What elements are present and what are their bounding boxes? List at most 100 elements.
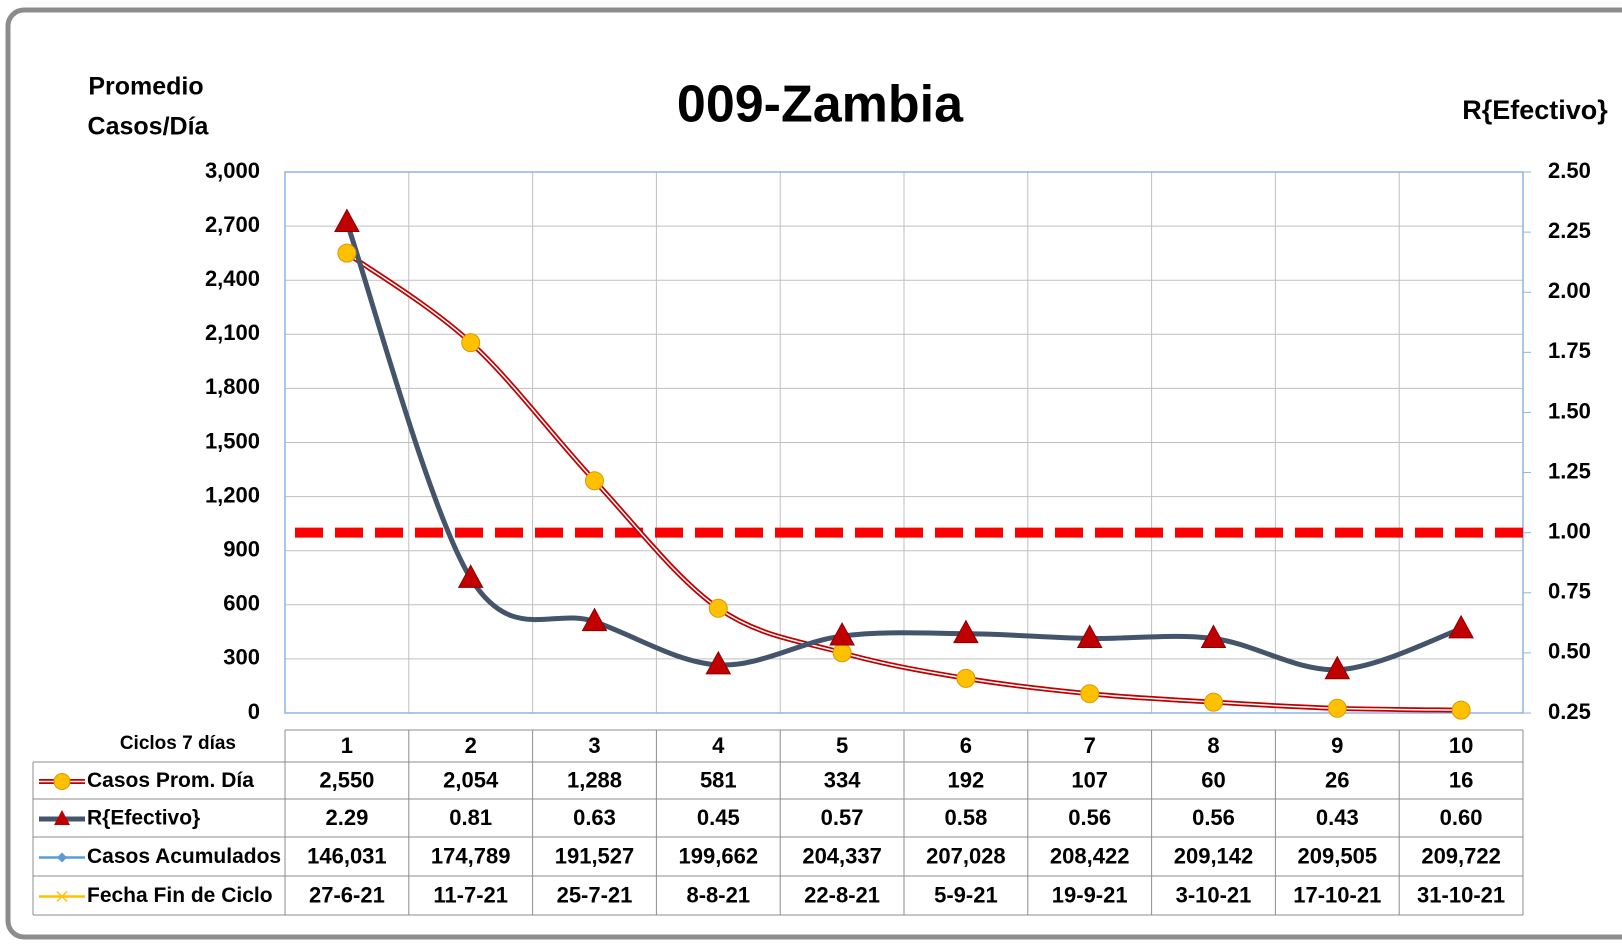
y-tick-label: 300 bbox=[223, 645, 260, 670]
marker bbox=[953, 619, 979, 644]
marker bbox=[1076, 624, 1103, 648]
x-tick-label: 5 bbox=[836, 733, 848, 758]
marker bbox=[334, 208, 360, 232]
table-cell: 3-10-21 bbox=[1176, 882, 1252, 907]
y2-tick-label: 1.25 bbox=[1548, 458, 1591, 483]
table-cell: 2.29 bbox=[325, 805, 368, 830]
x-axis-label: Ciclos 7 días bbox=[120, 733, 236, 754]
table-cell: 174,789 bbox=[431, 843, 511, 868]
marker bbox=[1204, 692, 1223, 712]
y-tick-label: 2,700 bbox=[205, 212, 260, 237]
table-cell: 31-10-21 bbox=[1417, 882, 1505, 907]
y2-tick-label: 1.50 bbox=[1548, 398, 1591, 423]
x-tick-label: 6 bbox=[960, 733, 972, 758]
table-cell: 1,288 bbox=[567, 767, 622, 792]
table-cell: 0.63 bbox=[573, 805, 616, 830]
x-tick-label: 7 bbox=[1084, 733, 1096, 758]
x-tick-label: 9 bbox=[1331, 733, 1343, 758]
table-cell: 60 bbox=[1201, 767, 1225, 792]
x-tick-label: 10 bbox=[1449, 733, 1473, 758]
table-cell: 209,722 bbox=[1421, 843, 1501, 868]
marker bbox=[581, 607, 608, 632]
marker bbox=[705, 650, 732, 675]
table-cell: 0.56 bbox=[1192, 805, 1235, 830]
table-cell: 107 bbox=[1071, 767, 1108, 792]
y-tick-label: 0 bbox=[248, 699, 260, 724]
table-cell: 581 bbox=[700, 767, 737, 792]
y2-tick-label: 1.75 bbox=[1548, 338, 1591, 363]
x-tick-label: 3 bbox=[588, 733, 600, 758]
marker bbox=[1451, 700, 1471, 720]
y2-tick-label: 2.00 bbox=[1548, 278, 1591, 303]
marker bbox=[829, 622, 855, 646]
table-cell: 207,028 bbox=[926, 843, 1006, 868]
y-tick-label: 2,400 bbox=[205, 266, 260, 291]
y-tick-label: 1,500 bbox=[205, 428, 260, 453]
table-cell: 11-7-21 bbox=[433, 882, 508, 907]
y2-tick-label: 0.75 bbox=[1548, 579, 1591, 604]
table-cell: 0.45 bbox=[697, 805, 740, 830]
marker bbox=[1080, 684, 1100, 704]
table-cell: 17-10-21 bbox=[1293, 882, 1381, 907]
marker bbox=[708, 598, 728, 618]
legend-label: Fecha Fin de Ciclo bbox=[87, 884, 273, 907]
y2-tick-label: 2.25 bbox=[1548, 218, 1591, 243]
marker bbox=[1200, 624, 1227, 648]
y-tick-label: 1,800 bbox=[205, 374, 260, 399]
table-cell: 0.58 bbox=[944, 805, 987, 830]
y2-tick-label: 0.50 bbox=[1548, 639, 1591, 664]
x-tick-label: 8 bbox=[1207, 733, 1219, 758]
x-tick-label: 4 bbox=[712, 733, 725, 758]
table-cell: 209,142 bbox=[1174, 843, 1254, 868]
table-cell: 26 bbox=[1325, 767, 1349, 792]
table-cell: 334 bbox=[824, 767, 861, 792]
y2-axis-label: R{Efectivo} bbox=[1462, 95, 1608, 125]
legend-marker bbox=[54, 810, 70, 825]
chart-title: 009-Zambia bbox=[677, 76, 964, 134]
marker bbox=[1324, 655, 1351, 680]
table-cell: 5-9-21 bbox=[934, 882, 998, 907]
y-tick-label: 3,000 bbox=[205, 158, 260, 183]
y-tick-label: 900 bbox=[223, 537, 260, 562]
marker bbox=[832, 643, 852, 663]
table-cell: 22-8-21 bbox=[804, 882, 880, 907]
table-cell: 2,054 bbox=[443, 767, 499, 792]
x-tick-label: 1 bbox=[341, 733, 353, 758]
table-cell: 25-7-21 bbox=[557, 882, 633, 907]
marker bbox=[956, 668, 976, 688]
chart-frame bbox=[5, 7, 1622, 940]
legend-label: Casos Prom. Día bbox=[87, 769, 254, 792]
legend-label: Casos Acumulados bbox=[87, 845, 281, 868]
table-cell: 16 bbox=[1449, 767, 1473, 792]
table-cell: 146,031 bbox=[307, 843, 387, 868]
y-axis-label: Promedio bbox=[88, 73, 203, 101]
table-cell: 0.57 bbox=[821, 805, 864, 830]
table-cell: 209,505 bbox=[1298, 843, 1378, 868]
marker bbox=[585, 471, 604, 491]
table-cell: 191,527 bbox=[555, 843, 635, 868]
table-cell: 208,422 bbox=[1050, 843, 1130, 868]
marker bbox=[461, 333, 481, 353]
table-cell: 0.60 bbox=[1440, 805, 1483, 830]
y-tick-label: 600 bbox=[223, 591, 260, 616]
table-cell: 0.81 bbox=[449, 805, 492, 830]
marker bbox=[1327, 698, 1347, 718]
marker bbox=[1448, 614, 1474, 639]
legend-marker bbox=[57, 852, 67, 863]
table-cell: 0.43 bbox=[1316, 805, 1359, 830]
marker bbox=[337, 243, 357, 263]
series-line-inner bbox=[346, 252, 1462, 711]
y2-tick-label: 1.00 bbox=[1548, 518, 1591, 543]
legend-marker bbox=[56, 890, 68, 903]
plot-border bbox=[284, 171, 1524, 714]
marker bbox=[457, 564, 484, 588]
legend-label: R{Efectivo} bbox=[87, 807, 200, 830]
y-axis-label: Casos/Día bbox=[88, 113, 210, 141]
legend-marker bbox=[53, 773, 71, 790]
table-cell: 8-8-21 bbox=[687, 882, 751, 907]
table-cell: 19-9-21 bbox=[1052, 882, 1128, 907]
y2-tick-label: 0.25 bbox=[1548, 699, 1591, 724]
table-cell: 204,337 bbox=[802, 843, 882, 868]
y2-tick-label: 2.50 bbox=[1548, 158, 1591, 183]
